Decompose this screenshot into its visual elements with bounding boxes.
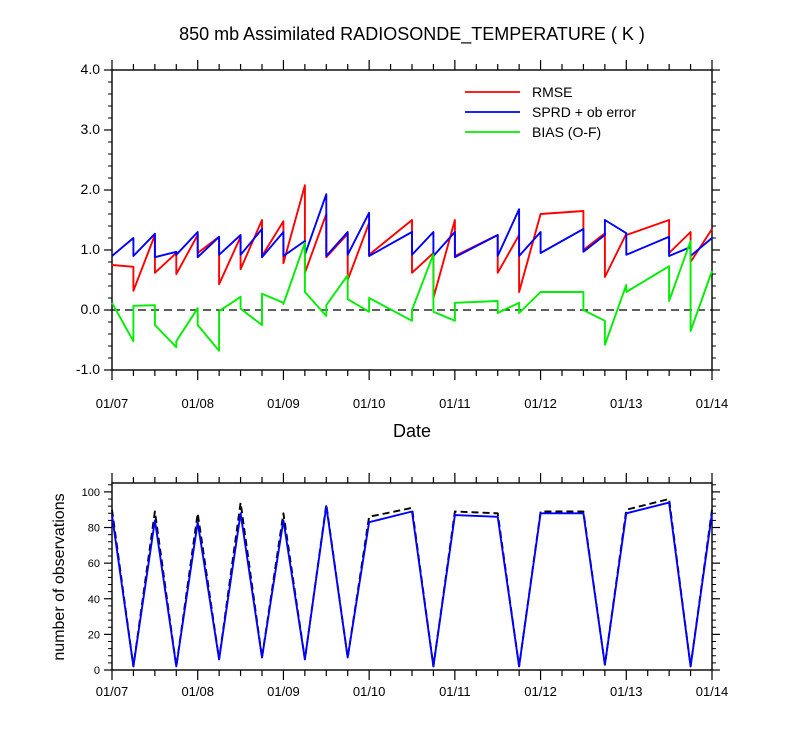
y-tick-label: 4.0 — [81, 61, 101, 77]
series-line-used — [111, 501, 713, 668]
x-tick-label: 01/11 — [439, 396, 471, 411]
bottom-y-tick-labels: 0 20 40 60 80 100 — [82, 487, 100, 677]
y-tick-label: 3.0 — [81, 121, 101, 137]
x-tick-label: 01/11 — [439, 684, 471, 699]
y-tick-label: 100 — [82, 487, 100, 499]
x-tick-label: 01/09 — [267, 396, 300, 411]
x-tick-label: 01/08 — [181, 684, 214, 699]
series-line-possible — [111, 498, 713, 668]
legend-label-bias: BIAS (O-F) — [532, 124, 601, 140]
y-tick-label: 2.0 — [81, 181, 101, 197]
bottom-y-axis-label: number of observations — [51, 493, 68, 660]
y-tick-label: 20 — [88, 629, 100, 641]
bottom-series-group — [111, 498, 713, 668]
y-tick-label: 0.0 — [81, 301, 101, 317]
x-tick-label: 01/08 — [181, 396, 214, 411]
top-series-group — [111, 184, 713, 352]
x-tick-label: 01/09 — [267, 684, 300, 699]
legend: RMSE SPRD + ob error BIAS (O-F) — [465, 84, 636, 140]
top-y-tick-labels: -1.0 0.0 1.0 2.0 3.0 4.0 — [76, 61, 100, 377]
x-tick-label: 01/10 — [353, 396, 386, 411]
bottom-axis-ticks — [104, 473, 720, 680]
top-x-tick-labels: 01/07 01/08 01/09 01/10 01/11 01/12 01/13 01/14 — [96, 396, 729, 411]
y-tick-label: 0 — [94, 665, 100, 677]
top-chart: 850 mb Assimilated RADIOSONDE_TEMPERATUR… — [76, 24, 728, 441]
legend-label-sprd: SPRD + ob error — [532, 104, 636, 120]
legend-label-rmse: RMSE — [532, 84, 572, 100]
series-line-bias-o-f — [111, 240, 713, 352]
x-tick-label: 01/13 — [610, 684, 643, 699]
y-tick-label: 80 — [88, 523, 100, 535]
top-x-axis-label: Date — [393, 421, 431, 441]
x-tick-label: 01/07 — [96, 396, 129, 411]
y-tick-label: 40 — [88, 594, 100, 606]
x-tick-label: 01/12 — [524, 396, 557, 411]
bottom-x-tick-labels: 01/07 01/08 01/09 01/10 01/11 01/12 01/13 01/14 — [96, 684, 729, 699]
chart-title: 850 mb Assimilated RADIOSONDE_TEMPERATUR… — [179, 24, 645, 45]
x-tick-label: 01/13 — [610, 396, 643, 411]
x-tick-label: 01/10 — [353, 684, 386, 699]
x-tick-label: 01/14 — [696, 684, 729, 699]
x-tick-label: 01/07 — [96, 684, 129, 699]
x-tick-label: 01/12 — [524, 684, 557, 699]
x-tick-label: 01/14 — [696, 396, 729, 411]
top-axis-ticks — [104, 60, 720, 380]
series-line-sprd-ob-error — [111, 193, 713, 259]
y-tick-label: 60 — [88, 558, 100, 570]
y-tick-label: 1.0 — [81, 241, 101, 257]
y-tick-label: -1.0 — [76, 361, 100, 377]
